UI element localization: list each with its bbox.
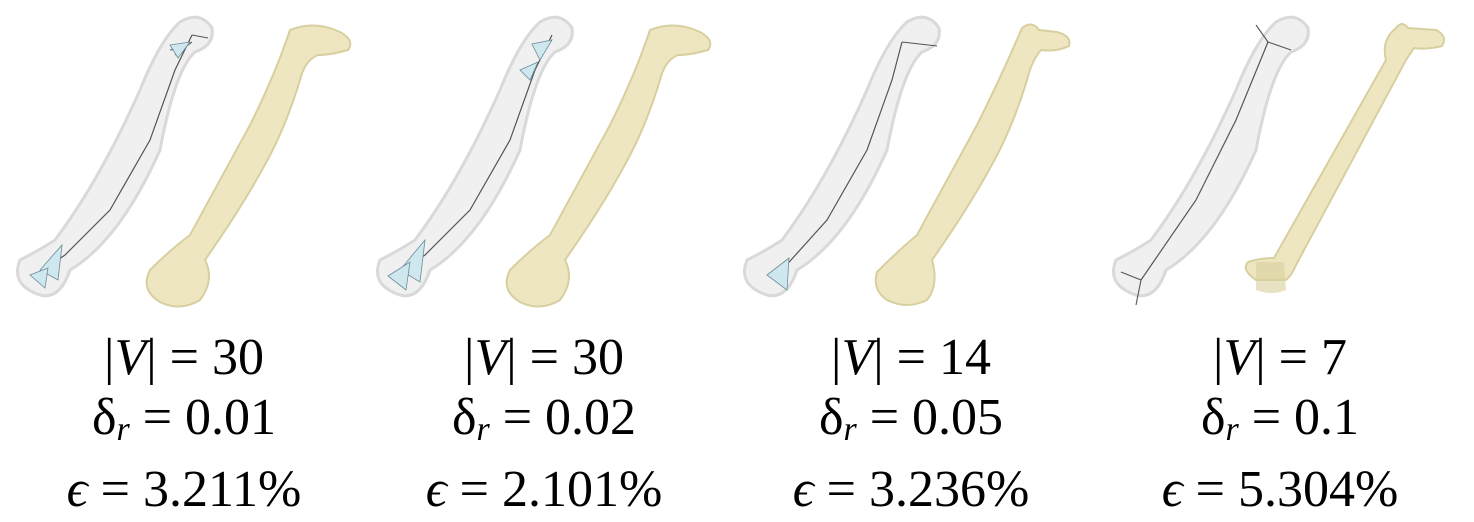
bone-rendering-2 xyxy=(376,15,712,308)
delta-r-line: δr = 0.02 xyxy=(451,389,637,448)
bone-rendering-1 xyxy=(16,15,352,308)
vertex-count-value: 14 xyxy=(938,329,991,386)
vertex-count-value: 7 xyxy=(1320,329,1347,386)
epsilon-value: 5.304% xyxy=(1237,461,1399,518)
delta-r-value: 0.05 xyxy=(912,389,1004,446)
transparent-bone-with-skeleton xyxy=(16,15,214,298)
epsilon-line: ϵ = 5.304% xyxy=(1161,461,1399,518)
bone-rendering-3 xyxy=(743,15,1071,306)
solid-bone-reconstruction xyxy=(1244,23,1445,293)
epsilon-line: ϵ = 2.101% xyxy=(425,461,663,518)
figure-panel-3: |V| = 14 δr = 0.05 ϵ = 3.236% xyxy=(727,0,1095,522)
figure-panel-4: |V| = 7 δr = 0.1 ϵ = 5.304% xyxy=(1096,0,1464,522)
caption-2: |V| = 30 δr = 0.02 ϵ = 2.101% xyxy=(360,328,728,520)
solid-bone-reconstruction xyxy=(145,24,352,308)
epsilon-value: 3.211% xyxy=(142,461,302,518)
delta-r-line: δr = 0.1 xyxy=(1200,389,1360,448)
epsilon-line: ϵ = 3.211% xyxy=(66,461,302,518)
epsilon-value: 2.101% xyxy=(501,461,663,518)
epsilon-value: 3.236% xyxy=(868,461,1030,518)
bone-rendering-4 xyxy=(1112,15,1445,306)
caption-4: |V| = 7 δr = 0.1 ϵ = 5.304% xyxy=(1096,328,1464,520)
vertex-count-value: 30 xyxy=(571,329,624,386)
figure-panel-2: |V| = 30 δr = 0.02 ϵ = 2.101% xyxy=(360,0,728,522)
transparent-bone-with-skeleton xyxy=(1112,15,1310,306)
vertex-count-line: |V| = 14 xyxy=(831,329,991,386)
vertex-count-line: |V| = 7 xyxy=(1213,329,1347,386)
caption-1: |V| = 30 δr = 0.01 ϵ = 3.211% xyxy=(0,328,368,520)
epsilon-line: ϵ = 3.236% xyxy=(792,461,1030,518)
vertex-count-line: |V| = 30 xyxy=(464,329,624,386)
transparent-bone-with-skeleton xyxy=(743,15,941,298)
solid-bone-reconstruction xyxy=(874,23,1071,306)
solid-bone-reconstruction xyxy=(505,24,712,308)
caption-3: |V| = 14 δr = 0.05 ϵ = 3.236% xyxy=(727,328,1095,520)
transparent-bone-with-skeleton xyxy=(376,15,574,298)
delta-r-line: δr = 0.01 xyxy=(91,389,277,448)
delta-r-value: 0.1 xyxy=(1294,389,1360,446)
delta-r-value: 0.02 xyxy=(545,389,637,446)
delta-r-value: 0.01 xyxy=(185,389,277,446)
figure-panel-1: |V| = 30 δr = 0.01 ϵ = 3.211% xyxy=(0,0,368,522)
delta-r-line: δr = 0.05 xyxy=(818,389,1004,448)
vertex-count-line: |V| = 30 xyxy=(104,329,264,386)
vertex-count-value: 30 xyxy=(211,329,264,386)
